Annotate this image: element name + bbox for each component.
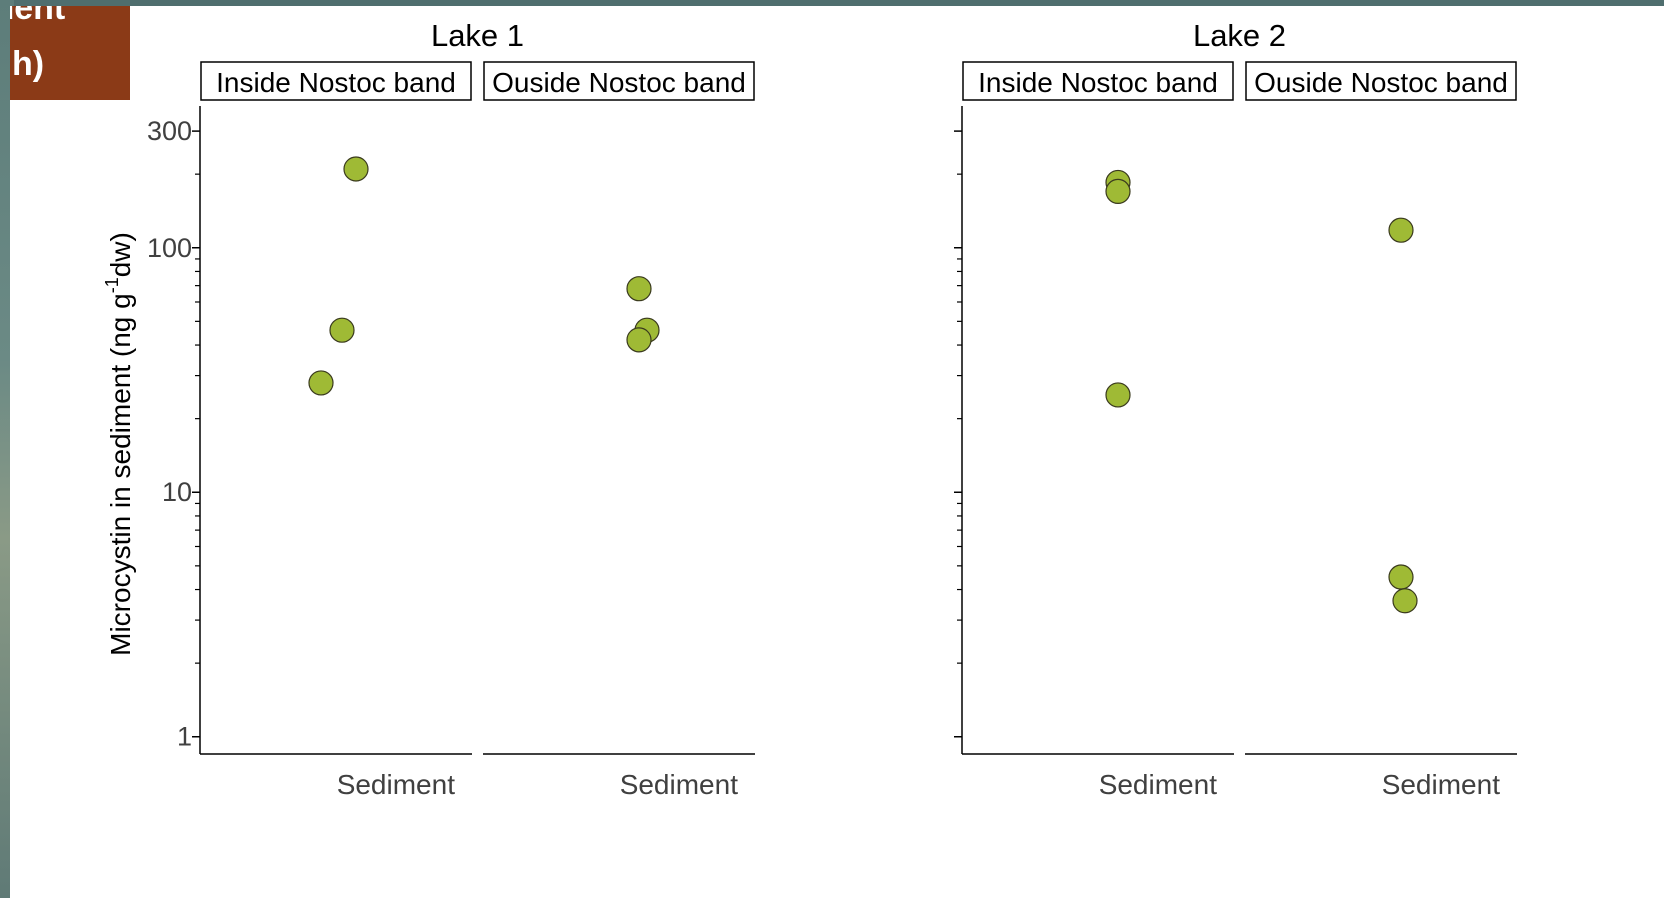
data-point — [1388, 217, 1414, 243]
y-axis-title-main: Microcystin in sediment (ng g — [105, 293, 136, 656]
data-point — [329, 317, 355, 343]
y-tick-label: 300 — [147, 116, 192, 146]
facet-strip-box — [1245, 61, 1517, 101]
banner-line-2: h) — [12, 45, 45, 83]
data-point — [626, 276, 652, 302]
data-point — [308, 370, 334, 396]
x-tick-label: Sediment — [1099, 769, 1218, 800]
data-point — [1105, 178, 1131, 205]
facet-strip-box — [483, 61, 755, 101]
facet-strip-label: Ouside Nostoc band — [492, 67, 746, 98]
x-tick-label: Sediment — [1382, 769, 1501, 800]
lake-title: Lake 1 — [431, 18, 524, 53]
y-axis-title-sup: -1 — [102, 277, 122, 293]
y-axis-title: Microcystin in sediment (ng g-1dw) — [102, 232, 136, 656]
facet-strip-label: Ouside Nostoc band — [1254, 67, 1508, 98]
facet-strip-label: Inside Nostoc band — [978, 67, 1218, 98]
data-point — [343, 156, 369, 182]
y-tick-label: 100 — [147, 233, 192, 263]
y-tick-label: 1 — [177, 722, 192, 752]
data-point — [626, 327, 652, 353]
facet-strip-label: Inside Nostoc band — [216, 67, 456, 98]
x-tick-label: Sediment — [620, 769, 739, 800]
plot-layer: Lake 1 1 10 100 300 Inside Nostoc band Sedimen… — [147, 18, 1517, 800]
data-point — [1392, 588, 1418, 614]
y-axis-title-end: dw) — [105, 232, 136, 277]
data-point — [1388, 564, 1414, 590]
chart: Microcystin in sediment (ng g-1dw) Lake … — [102, 18, 1517, 800]
facet-strip-box — [962, 61, 1234, 101]
y-tick-label: 10 — [162, 477, 192, 507]
lake-title: Lake 2 — [1193, 18, 1286, 53]
banner-line-1: ment — [10, 6, 66, 27]
x-tick-label: Sediment — [337, 769, 456, 800]
slide-panel: Microcystin in sediment (ng g-1dw) Lake … — [10, 6, 1664, 898]
facet-strip-box — [200, 61, 472, 101]
data-point — [1105, 382, 1131, 408]
corner-banner: ment h) — [10, 6, 130, 100]
